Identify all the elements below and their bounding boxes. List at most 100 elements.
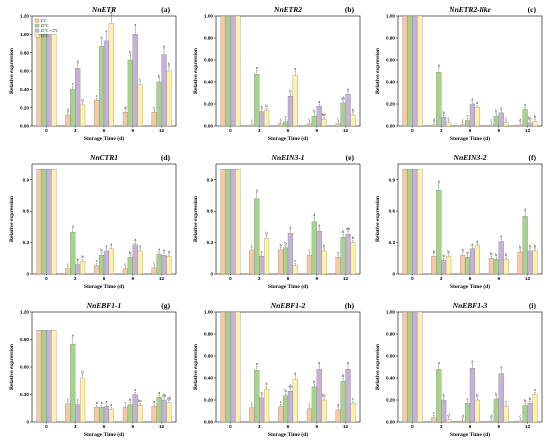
bar [230,311,236,423]
panel-c: NnETR2-like (c) 0.00 0.20 0.40 0.60 0.80 1.00 Re… [375,5,543,142]
bar [161,399,167,423]
y-tick-label: 0.00 [204,124,213,129]
y-axis-label: Relative expression [9,195,15,242]
panel-f: NnEIN3-2 (f) 0 0.3 0.6 0.9 Relative expression… [375,153,543,290]
bar [407,311,413,423]
bar [469,367,476,423]
bar [156,397,162,423]
sig-letter: d [490,414,493,419]
bar [278,123,284,127]
y-tick-label: 1.20 [20,14,29,19]
x-axis-label: Storage Time (d) [84,283,124,290]
x-tick-label: 9 [132,424,135,429]
panel-i: NnEBF1-3 (i) 0.00 0.20 0.40 0.60 0.80 1.00 Relat… [375,301,543,438]
bar [51,34,57,127]
sig-letter: c [491,118,493,123]
bar [225,311,231,423]
sig-letter: a [101,35,103,40]
sig-letter: a [101,400,103,405]
bar [417,169,423,275]
sig-letter: a [476,238,478,243]
panel-e: NnEIN3-1 (e) 0 0.3 0.6 0.9 Relative expression… [193,153,361,290]
bar [292,265,298,275]
panel-title: NnEIN3-2 [453,153,487,162]
sig-letter: c [309,248,311,253]
x-tick-label: 3 [258,424,261,429]
sig-letter: bc [322,393,326,398]
bar [488,258,495,275]
sig-letter: a [110,241,112,246]
panel-a: NnETR (a) 0.00 0.20 0.40 0.60 0.80 1.00 1.20 Rela… [9,5,177,142]
bar [75,264,81,275]
sig-letter: b [265,230,267,235]
sig-letter: b [261,104,263,109]
bar [321,250,327,275]
bar [503,259,509,275]
sig-letter: a [347,86,349,91]
bar [517,420,523,423]
bar [306,254,313,275]
x-tick-label: 12 [159,276,165,281]
sig-letter: a [158,247,160,252]
sig-letter: a [256,187,258,192]
bar [249,124,255,127]
bar [108,409,114,423]
x-tick-label: 0 [411,424,414,429]
x-tick-label: 3 [440,128,443,133]
bar [417,311,423,423]
bar [345,234,351,275]
bar [220,15,226,127]
bar [235,169,241,275]
sig-letter: b [505,252,507,257]
x-tick-label: 9 [132,276,135,281]
bar [254,198,260,275]
bar [51,169,57,275]
sig-letter: a [153,399,155,404]
sig-letter: c [251,400,253,405]
bar [65,403,71,423]
sig-letter: b [77,257,79,262]
x-tick-label: 3 [74,424,77,429]
bar [493,115,499,127]
sig-letter: a [163,44,165,49]
sig-letter: c [280,116,282,121]
x-tick-label: 0 [45,128,48,133]
bar [122,407,129,423]
y-axis-label: Relative expression [193,47,199,94]
sig-letter: a [438,360,440,365]
y-axis-label: Relative expression [375,195,381,242]
bar [345,369,351,423]
bar [335,257,341,275]
sig-letter: d [433,118,436,123]
panel-letter: (f) [529,153,537,162]
bar [460,254,466,275]
bar [254,370,260,423]
sig-letter: ab [162,393,166,398]
y-axis-label: Relative expression [375,343,381,390]
bar [340,102,346,127]
sig-letter: a [134,237,136,242]
bar [41,330,47,423]
bar [464,403,471,423]
bar [311,221,317,275]
x-axis-label: Storage Time (d) [268,431,308,438]
panel-title: NnEBF1-2 [270,301,306,310]
y-tick-label: 1.20 [20,310,29,315]
bar [474,399,480,423]
sig-letter: c [251,118,253,123]
sig-letter: b [462,248,464,253]
sig-letter: c [309,401,311,406]
sig-letter: b [265,103,267,108]
panel-letter: (d) [161,153,171,162]
bar [503,122,509,127]
x-axis-label: Storage Time (d) [84,135,124,142]
bar [522,216,528,275]
bar [469,103,476,127]
sig-letter: a [77,58,79,63]
bar [517,124,523,127]
y-tick-label: 0.40 [20,87,29,92]
bar [402,169,408,275]
y-tick-label: 0.60 [20,365,29,370]
x-tick-label: 0 [411,276,414,281]
sig-letter: a [294,370,296,375]
